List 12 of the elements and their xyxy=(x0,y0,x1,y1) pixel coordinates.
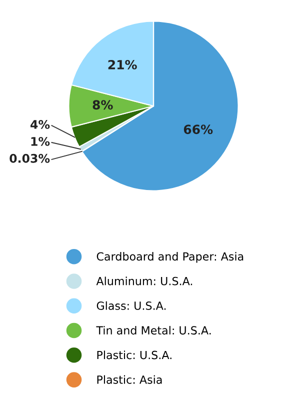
data-label: 8% xyxy=(92,100,113,110)
data-label: 0.03% xyxy=(10,154,50,163)
legend-label: Tin and Metal: U.S.A. xyxy=(96,326,211,335)
legend-label: Cardboard and Paper: Asia xyxy=(96,252,244,263)
legend-label: Plastic: Asia xyxy=(97,375,162,384)
data-label: 66% xyxy=(184,124,213,134)
data-label: 4% xyxy=(30,120,50,129)
data-label: 1% xyxy=(31,136,50,146)
legend-label: Plastic: U.S.A. xyxy=(97,350,172,360)
legend-label: Glass: U.S.A. xyxy=(96,301,166,310)
legend-label: Aluminum: U.S.A. xyxy=(96,276,192,286)
data-label: 21% xyxy=(108,60,137,70)
